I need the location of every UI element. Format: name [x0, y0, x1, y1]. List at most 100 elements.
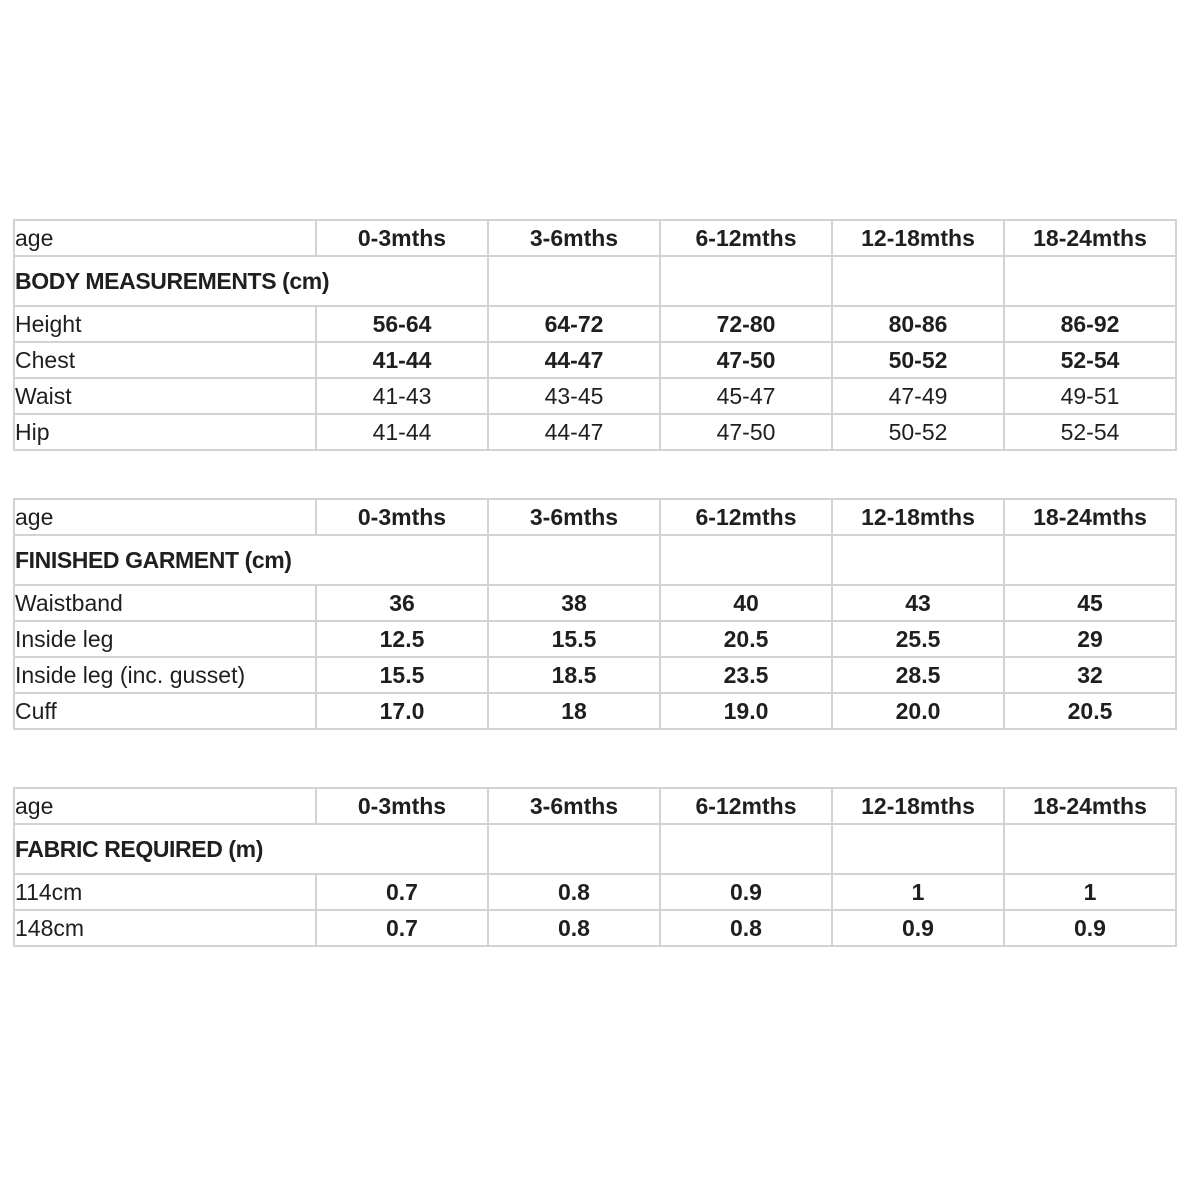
size-value: 38 [487, 584, 661, 622]
age-column-header: 3-6mths [487, 787, 661, 825]
table-row-fabric-required: 148cm 0.7 0.8 0.8 0.9 0.9 [13, 909, 1177, 947]
size-value: 41-43 [315, 377, 489, 415]
table-row-body-measurements: Chest 41-44 44-47 47-50 50-52 52-54 [13, 341, 1177, 379]
sizing-tables-container: age 0-3mths 3-6mths 6-12mths 12-18mths 18-24m… [0, 219, 1200, 947]
table-row-finished-garment: Cuff 17.0 18 19.0 20.0 20.5 [13, 692, 1177, 730]
empty-cell [1003, 255, 1177, 307]
age-column-header: 18-24mths [1003, 787, 1177, 825]
size-value: 12.5 [315, 620, 489, 658]
age-column-header: 6-12mths [659, 498, 833, 536]
size-value: 47-49 [831, 377, 1005, 415]
size-value: 41-44 [315, 341, 489, 379]
empty-cell [659, 823, 833, 875]
age-label: age [13, 787, 317, 825]
size-value: 47-50 [659, 413, 833, 451]
size-value: 80-86 [831, 305, 1005, 343]
age-column-header: 3-6mths [487, 498, 661, 536]
age-column-header: 12-18mths [831, 787, 1005, 825]
size-value: 1 [1003, 873, 1177, 911]
empty-cell [487, 255, 661, 307]
section-title-fabric-required: FABRIC REQUIRED (m) [13, 823, 489, 875]
empty-cell [659, 534, 833, 586]
size-table-finished-garment: age 0-3mths 3-6mths 6-12mths 12-18mths 18-24m… [13, 498, 1177, 730]
size-value: 45 [1003, 584, 1177, 622]
empty-cell [487, 823, 661, 875]
size-table-body-measurements: age 0-3mths 3-6mths 6-12mths 12-18mths 18-24m… [13, 219, 1177, 451]
size-value: 28.5 [831, 656, 1005, 694]
table-row-fabric-required: 114cm 0.7 0.8 0.9 1 1 [13, 873, 1177, 911]
size-value: 0.8 [659, 909, 833, 947]
empty-cell [1003, 823, 1177, 875]
age-column-header: 6-12mths [659, 219, 833, 257]
size-value: 32 [1003, 656, 1177, 694]
size-value: 18.5 [487, 656, 661, 694]
section-title-row: FINISHED GARMENT (cm) [13, 534, 1177, 586]
size-value: 19.0 [659, 692, 833, 730]
row-label: Inside leg (inc. gusset) [13, 656, 317, 694]
size-value: 56-64 [315, 305, 489, 343]
size-value: 20.0 [831, 692, 1005, 730]
size-value: 20.5 [1003, 692, 1177, 730]
size-value: 52-54 [1003, 413, 1177, 451]
size-value: 20.5 [659, 620, 833, 658]
row-label: Inside leg [13, 620, 317, 658]
size-value: 1 [831, 873, 1005, 911]
section-title-row: FABRIC REQUIRED (m) [13, 823, 1177, 875]
size-value: 47-50 [659, 341, 833, 379]
size-value: 0.9 [831, 909, 1005, 947]
age-column-header: 0-3mths [315, 787, 489, 825]
size-value: 43 [831, 584, 1005, 622]
row-label: Waist [13, 377, 317, 415]
age-header-row: age 0-3mths 3-6mths 6-12mths 12-18mths 18-24m… [13, 787, 1177, 825]
size-value: 50-52 [831, 413, 1005, 451]
row-label: Cuff [13, 692, 317, 730]
size-value: 18 [487, 692, 661, 730]
size-value: 0.9 [1003, 909, 1177, 947]
age-column-header: 0-3mths [315, 498, 489, 536]
size-value: 0.7 [315, 909, 489, 947]
size-value: 0.9 [659, 873, 833, 911]
size-value: 50-52 [831, 341, 1005, 379]
age-header-row: age 0-3mths 3-6mths 6-12mths 12-18mths 18-24m… [13, 219, 1177, 257]
size-value: 15.5 [487, 620, 661, 658]
age-column-header: 6-12mths [659, 787, 833, 825]
row-label: 148cm [13, 909, 317, 947]
age-column-header: 18-24mths [1003, 219, 1177, 257]
row-label: 114cm [13, 873, 317, 911]
section-title-finished-garment: FINISHED GARMENT (cm) [13, 534, 489, 586]
size-value: 36 [315, 584, 489, 622]
size-value: 44-47 [487, 341, 661, 379]
size-value: 72-80 [659, 305, 833, 343]
empty-cell [1003, 534, 1177, 586]
size-value: 0.8 [487, 873, 661, 911]
row-label: Chest [13, 341, 317, 379]
size-value: 25.5 [831, 620, 1005, 658]
size-value: 29 [1003, 620, 1177, 658]
size-value: 45-47 [659, 377, 833, 415]
empty-cell [831, 823, 1005, 875]
age-column-header: 18-24mths [1003, 498, 1177, 536]
table-row-finished-garment: Inside leg (inc. gusset) 15.5 18.5 23.5 28.5… [13, 656, 1177, 694]
age-column-header: 12-18mths [831, 219, 1005, 257]
size-value: 41-44 [315, 413, 489, 451]
size-value: 40 [659, 584, 833, 622]
size-value: 23.5 [659, 656, 833, 694]
row-label: Hip [13, 413, 317, 451]
table-row-body-measurements: Waist 41-43 43-45 45-47 47-49 49-51 [13, 377, 1177, 415]
size-value: 86-92 [1003, 305, 1177, 343]
size-value: 49-51 [1003, 377, 1177, 415]
table-row-body-measurements: Height 56-64 64-72 72-80 80-86 86-92 [13, 305, 1177, 343]
size-value: 15.5 [315, 656, 489, 694]
row-label: Waistband [13, 584, 317, 622]
empty-cell [659, 255, 833, 307]
size-value: 52-54 [1003, 341, 1177, 379]
age-header-row: age 0-3mths 3-6mths 6-12mths 12-18mths 18-24m… [13, 498, 1177, 536]
size-table-fabric-required: age 0-3mths 3-6mths 6-12mths 12-18mths 18-24m… [13, 787, 1177, 947]
size-value: 17.0 [315, 692, 489, 730]
age-column-header: 0-3mths [315, 219, 489, 257]
section-title-row: BODY MEASUREMENTS (cm) [13, 255, 1177, 307]
empty-cell [487, 534, 661, 586]
size-value: 44-47 [487, 413, 661, 451]
size-value: 0.8 [487, 909, 661, 947]
